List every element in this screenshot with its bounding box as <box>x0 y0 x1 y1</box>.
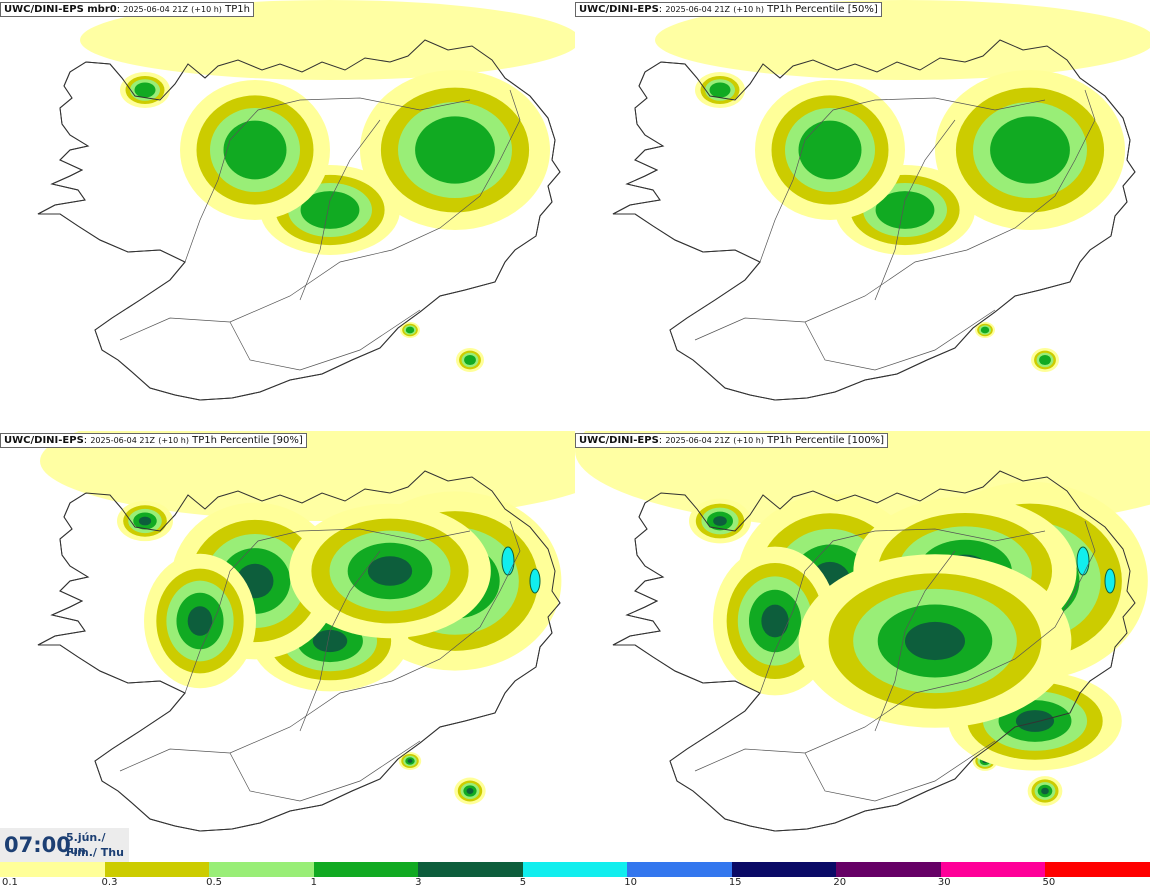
precip-contour <box>709 82 731 98</box>
legend-label: 5 <box>519 877 527 888</box>
precip-map <box>612 0 1150 401</box>
legend-label: 1 <box>310 877 317 888</box>
precip-peak <box>1104 568 1116 594</box>
precip-peak <box>501 546 515 576</box>
precip-contour <box>1041 787 1049 795</box>
panel-p100: UWC/DINI-EPS: 2025-06-04 21Z (+10 h) TP1… <box>575 431 1150 862</box>
panel-title: UWC/DINI-EPS: 2025-06-04 21Z (+10 h) TP1… <box>575 433 889 448</box>
precip-map <box>37 431 575 832</box>
precip-contour <box>761 604 789 638</box>
precip-contour <box>407 759 413 763</box>
legend-label: 0.1 <box>2 877 18 888</box>
precip-peak <box>1076 546 1090 576</box>
coastline-overlay <box>37 470 561 832</box>
road-line <box>184 97 471 263</box>
coastline-overlay <box>612 470 1136 832</box>
precip-map <box>575 431 1150 832</box>
precip-map <box>37 0 575 401</box>
legend-label: 0.5 <box>206 877 222 888</box>
legend-label: 15 <box>728 877 742 888</box>
legend-swatch <box>313 862 420 877</box>
road-line <box>184 528 471 694</box>
legend-swatch <box>940 862 1047 877</box>
road-line <box>694 89 1096 341</box>
road-line <box>804 309 996 371</box>
precip-area-light <box>80 0 575 80</box>
precip-contour <box>904 621 966 661</box>
precip-contour <box>415 116 495 184</box>
legend-label: 30 <box>937 877 951 888</box>
precip-contour <box>466 788 474 794</box>
road-line <box>759 528 1046 694</box>
precip-contour <box>1015 710 1055 732</box>
precip-contour <box>405 326 415 334</box>
legend-swatch <box>1045 862 1150 877</box>
precip-peak <box>529 568 541 594</box>
legend-swatch <box>836 862 942 877</box>
precip-contour <box>312 629 348 653</box>
legend-swatch <box>627 862 733 877</box>
precip-contour <box>223 120 287 180</box>
precip-contour <box>300 191 360 229</box>
road-line <box>874 550 956 732</box>
precip-contour <box>187 606 213 636</box>
coastline-overlay <box>612 39 1136 401</box>
panel-p50: UWC/DINI-EPS: 2025-06-04 21Z (+10 h) TP1… <box>575 0 1150 431</box>
road-line <box>119 89 521 341</box>
road-line <box>299 550 381 732</box>
precip-contour <box>1039 354 1051 366</box>
legend-label: 3 <box>415 877 422 888</box>
road-line <box>804 740 996 802</box>
road-line <box>759 97 1046 263</box>
valid-time-box: 07:00 5.jún./ Jun Fim./ Thu <box>0 828 129 863</box>
legend-label: 0.3 <box>101 877 118 888</box>
precip-area-light <box>655 0 1150 80</box>
panel-mbr0: UWC/DINI-EPS mbr0: 2025-06-04 21Z (+10 h… <box>0 0 575 431</box>
road-line <box>119 520 521 772</box>
precip-contour <box>990 116 1070 184</box>
precip-contour <box>798 120 862 180</box>
panel-title: UWC/DINI-EPS: 2025-06-04 21Z (+10 h) TP1… <box>575 2 882 17</box>
legend-label: 50 <box>1042 877 1056 888</box>
coastline-overlay <box>37 39 561 401</box>
panel-title: UWC/DINI-EPS mbr0: 2025-06-04 21Z (+10 h… <box>0 2 254 17</box>
road-line <box>874 119 956 301</box>
precip-contour <box>875 191 935 229</box>
valid-date: 5.jún./ Jun <box>66 831 106 857</box>
road-line <box>694 520 1096 772</box>
legend-swatch <box>522 862 629 877</box>
road-line <box>229 309 421 371</box>
precip-contour <box>138 516 152 526</box>
legend-label: 10 <box>624 877 637 888</box>
precip-contour <box>464 354 476 366</box>
color-scale-legend: 0.1 0.3 0.5 1 3 5 10 15 20 30 50 <box>0 862 1150 891</box>
precip-contour <box>713 516 727 526</box>
legend-swatch <box>104 862 211 877</box>
precip-contour <box>134 82 156 98</box>
legend-swatch <box>418 862 524 877</box>
legend-swatch <box>209 862 315 877</box>
road-line <box>229 740 421 802</box>
valid-weekday: Fim./ Thu <box>66 846 124 859</box>
precip-contour <box>367 556 413 586</box>
legend-swatch <box>0 862 106 877</box>
panel-title: UWC/DINI-EPS: 2025-06-04 21Z (+10 h) TP1… <box>0 433 307 448</box>
valid-time: 07:00 <box>4 833 71 857</box>
precip-contour <box>980 326 990 334</box>
panel-p90: UWC/DINI-EPS: 2025-06-04 21Z (+10 h) TP1… <box>0 431 575 862</box>
legend-swatch <box>731 862 838 877</box>
road-line <box>299 119 381 301</box>
legend-label: 20 <box>833 877 847 888</box>
